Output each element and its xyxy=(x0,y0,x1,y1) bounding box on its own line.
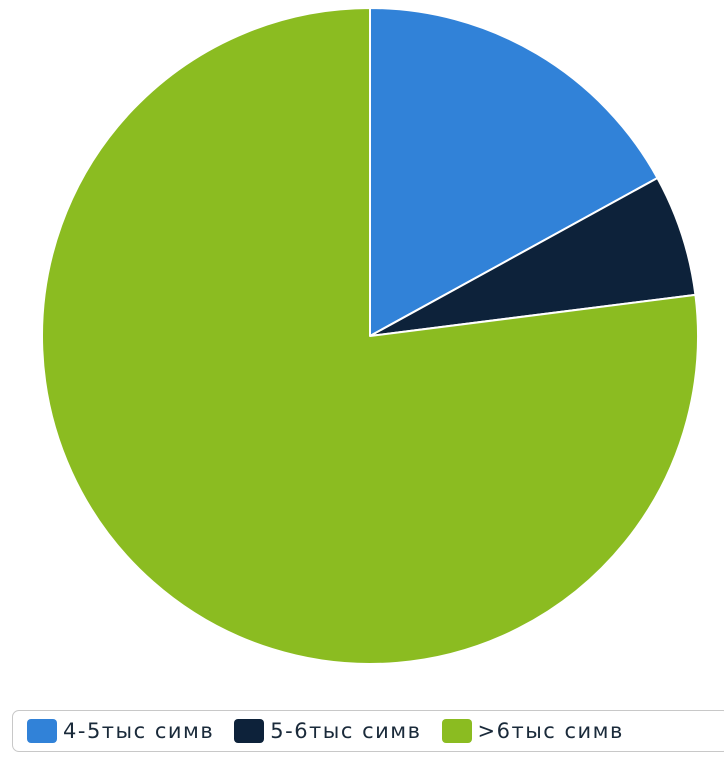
legend-label: >6тыс симв xyxy=(477,719,624,743)
pie-chart xyxy=(41,7,699,665)
pie-slice[interactable] xyxy=(369,7,659,337)
legend-item[interactable]: 4-5тыс симв xyxy=(27,719,214,743)
legend-item[interactable]: >6тыс симв xyxy=(441,719,624,743)
legend-item[interactable]: 5-6тыс симв xyxy=(234,719,421,743)
legend-label: 4-5тыс симв xyxy=(63,719,215,743)
legend-swatch xyxy=(441,719,472,743)
legend-swatch xyxy=(234,719,265,743)
chart-legend: 4-5тыс симв 5-6тыс симв >6тыс симв xyxy=(12,710,724,752)
pie-slices xyxy=(41,7,699,665)
pie-slice[interactable] xyxy=(41,7,699,665)
pie-slice[interactable] xyxy=(369,176,697,337)
legend-swatch xyxy=(27,719,57,743)
legend-label: 5-6тыс симв xyxy=(270,719,422,743)
